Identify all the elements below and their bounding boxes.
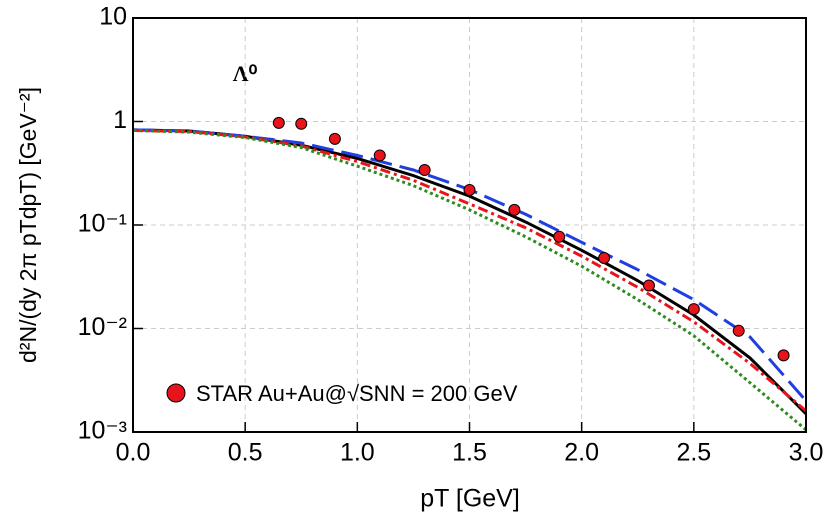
data-point <box>687 303 700 316</box>
x-tick-label: 1.5 <box>452 439 487 467</box>
y-tick-label: 1 <box>113 106 127 134</box>
x-tick-label: 2.5 <box>676 439 711 467</box>
data-point <box>373 149 386 162</box>
x-tick-label: 1.0 <box>340 439 375 467</box>
curve <box>132 128 807 431</box>
data-point <box>418 163 431 176</box>
data-point <box>328 132 341 145</box>
x-tick-label: 0.5 <box>228 439 263 467</box>
data-point <box>598 251 611 264</box>
data-point <box>553 230 566 243</box>
data-point <box>642 279 655 292</box>
x-tick-label: 3.0 <box>789 439 824 467</box>
data-point <box>508 203 521 216</box>
plot-frame <box>132 17 807 433</box>
y-tick-label: 10 <box>99 3 127 31</box>
legend-marker <box>166 383 186 403</box>
y-tick-label: 10⁻² <box>78 313 127 341</box>
legend-label: STAR Au+Au@√SNN = 200 GeV <box>196 381 518 406</box>
data-point <box>732 324 745 337</box>
x-axis-label: pT [GeV] <box>420 485 520 513</box>
x-tick-label: 2.0 <box>564 439 599 467</box>
data-point <box>463 183 476 196</box>
y-tick-label: 10⁻¹ <box>78 210 127 238</box>
data-point <box>295 117 308 130</box>
data-point <box>777 349 790 362</box>
x-tick-label: 0.0 <box>116 439 151 467</box>
y-axis-label: d²N/(dy 2π pTdpT) [GeV⁻²] <box>15 87 41 363</box>
data-point <box>272 116 285 129</box>
curve <box>132 128 807 413</box>
y-tick-label: 10⁻³ <box>78 417 127 445</box>
